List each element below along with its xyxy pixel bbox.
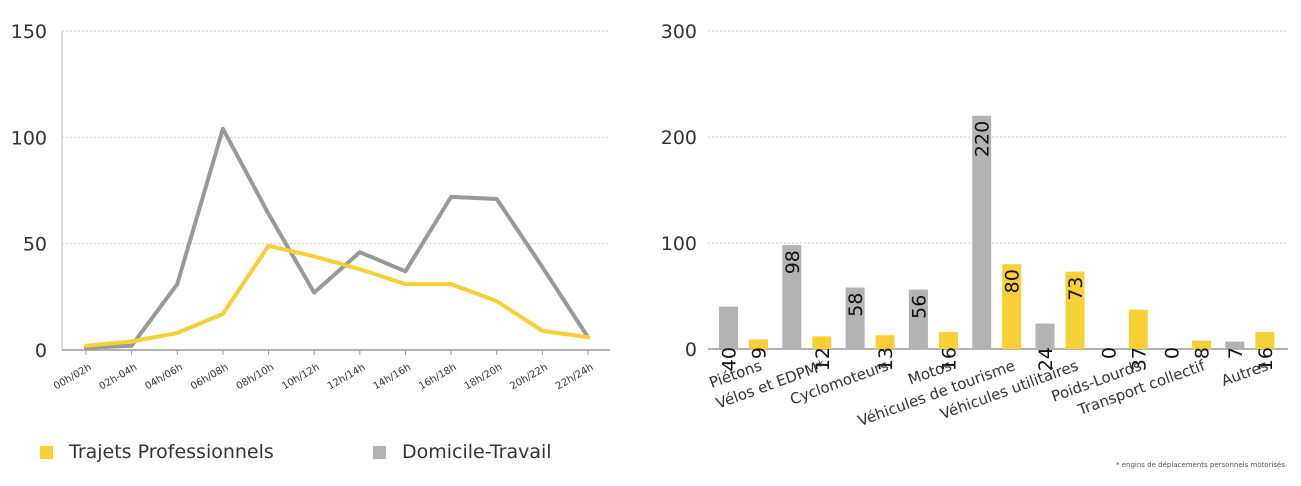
y-tick-label: 100 [661,233,697,255]
legend-item-professional: Trajets Professionnels [40,440,274,464]
y-tick-label: 50 [23,234,47,256]
x-tick-label: 18h/20h [463,362,504,392]
bar-commute [845,287,865,349]
data-label: 13 [875,347,897,371]
data-label: 220 [972,121,994,157]
bar-professional [875,335,895,349]
data-label: 24 [1035,347,1057,371]
bar-professional [812,336,832,349]
y-tick-label: 300 [661,21,697,43]
data-label: 16 [938,347,960,371]
x-tick-label: 04h/06h [143,362,184,392]
data-label: 16 [1255,347,1277,371]
data-label: 56 [908,295,930,319]
data-label: 8 [1192,347,1214,359]
bar-professional [1192,340,1212,349]
data-label: 80 [1002,269,1024,293]
bar-commute [719,306,738,349]
y-tick-label: 200 [661,127,697,149]
y-tick-label: 0 [35,340,47,362]
bar-professional [749,339,768,349]
x-tick-label: 16h/18h [417,362,458,392]
bar-commute [782,245,802,349]
data-label: 9 [749,347,771,359]
legend-swatch-commute [373,445,386,459]
data-label: 37 [1128,347,1150,371]
y-tick-label: 150 [11,21,47,43]
legend-label-commute: Domicile-Travail [402,441,552,463]
x-tick-label: 20h/22h [508,362,549,392]
x-tick-label: Autres [1219,356,1271,390]
bar-professional [1255,332,1275,349]
data-label: 73 [1065,277,1087,301]
data-label: 0 [1098,347,1120,359]
x-tick-label: 06h/08h [189,362,230,392]
legend-swatch-professional [40,445,53,459]
data-label: 0 [1162,347,1184,359]
y-tick-label: 100 [11,127,47,149]
bar-professional [1128,309,1148,349]
footnote: * engins de déplacements personnels moto… [1115,461,1285,469]
y-tick-label: 0 [685,339,697,361]
series-line-professional [84,243,590,348]
data-label: 98 [782,250,804,274]
bar-commute [972,115,992,349]
x-tick-label: 22h/24h [554,362,595,392]
x-tick-label: 02h-04h [97,362,139,392]
bar-commute [1035,323,1055,349]
bar-commute [908,289,928,349]
legend-item-commute: Domicile-Travail [373,440,552,464]
x-tick-label: 08h/10h [235,362,276,392]
bar-professional [938,332,958,349]
data-label: 12 [812,347,834,371]
data-label: 7 [1225,347,1247,359]
bar-professional [1065,271,1085,349]
series-line-commute [84,126,590,350]
bar-professional [1002,264,1022,349]
legend-label-professional: Trajets Professionnels [69,441,274,463]
x-tick-label: 00h/02h [52,362,93,392]
bar-commute [1225,341,1245,349]
x-tick-label: 10h/12h [280,362,321,392]
data-label: 58 [845,293,867,317]
x-tick-label: 12h/14h [326,362,367,392]
data-label: 40 [719,347,741,371]
x-tick-label: 14h/16h [372,362,413,392]
